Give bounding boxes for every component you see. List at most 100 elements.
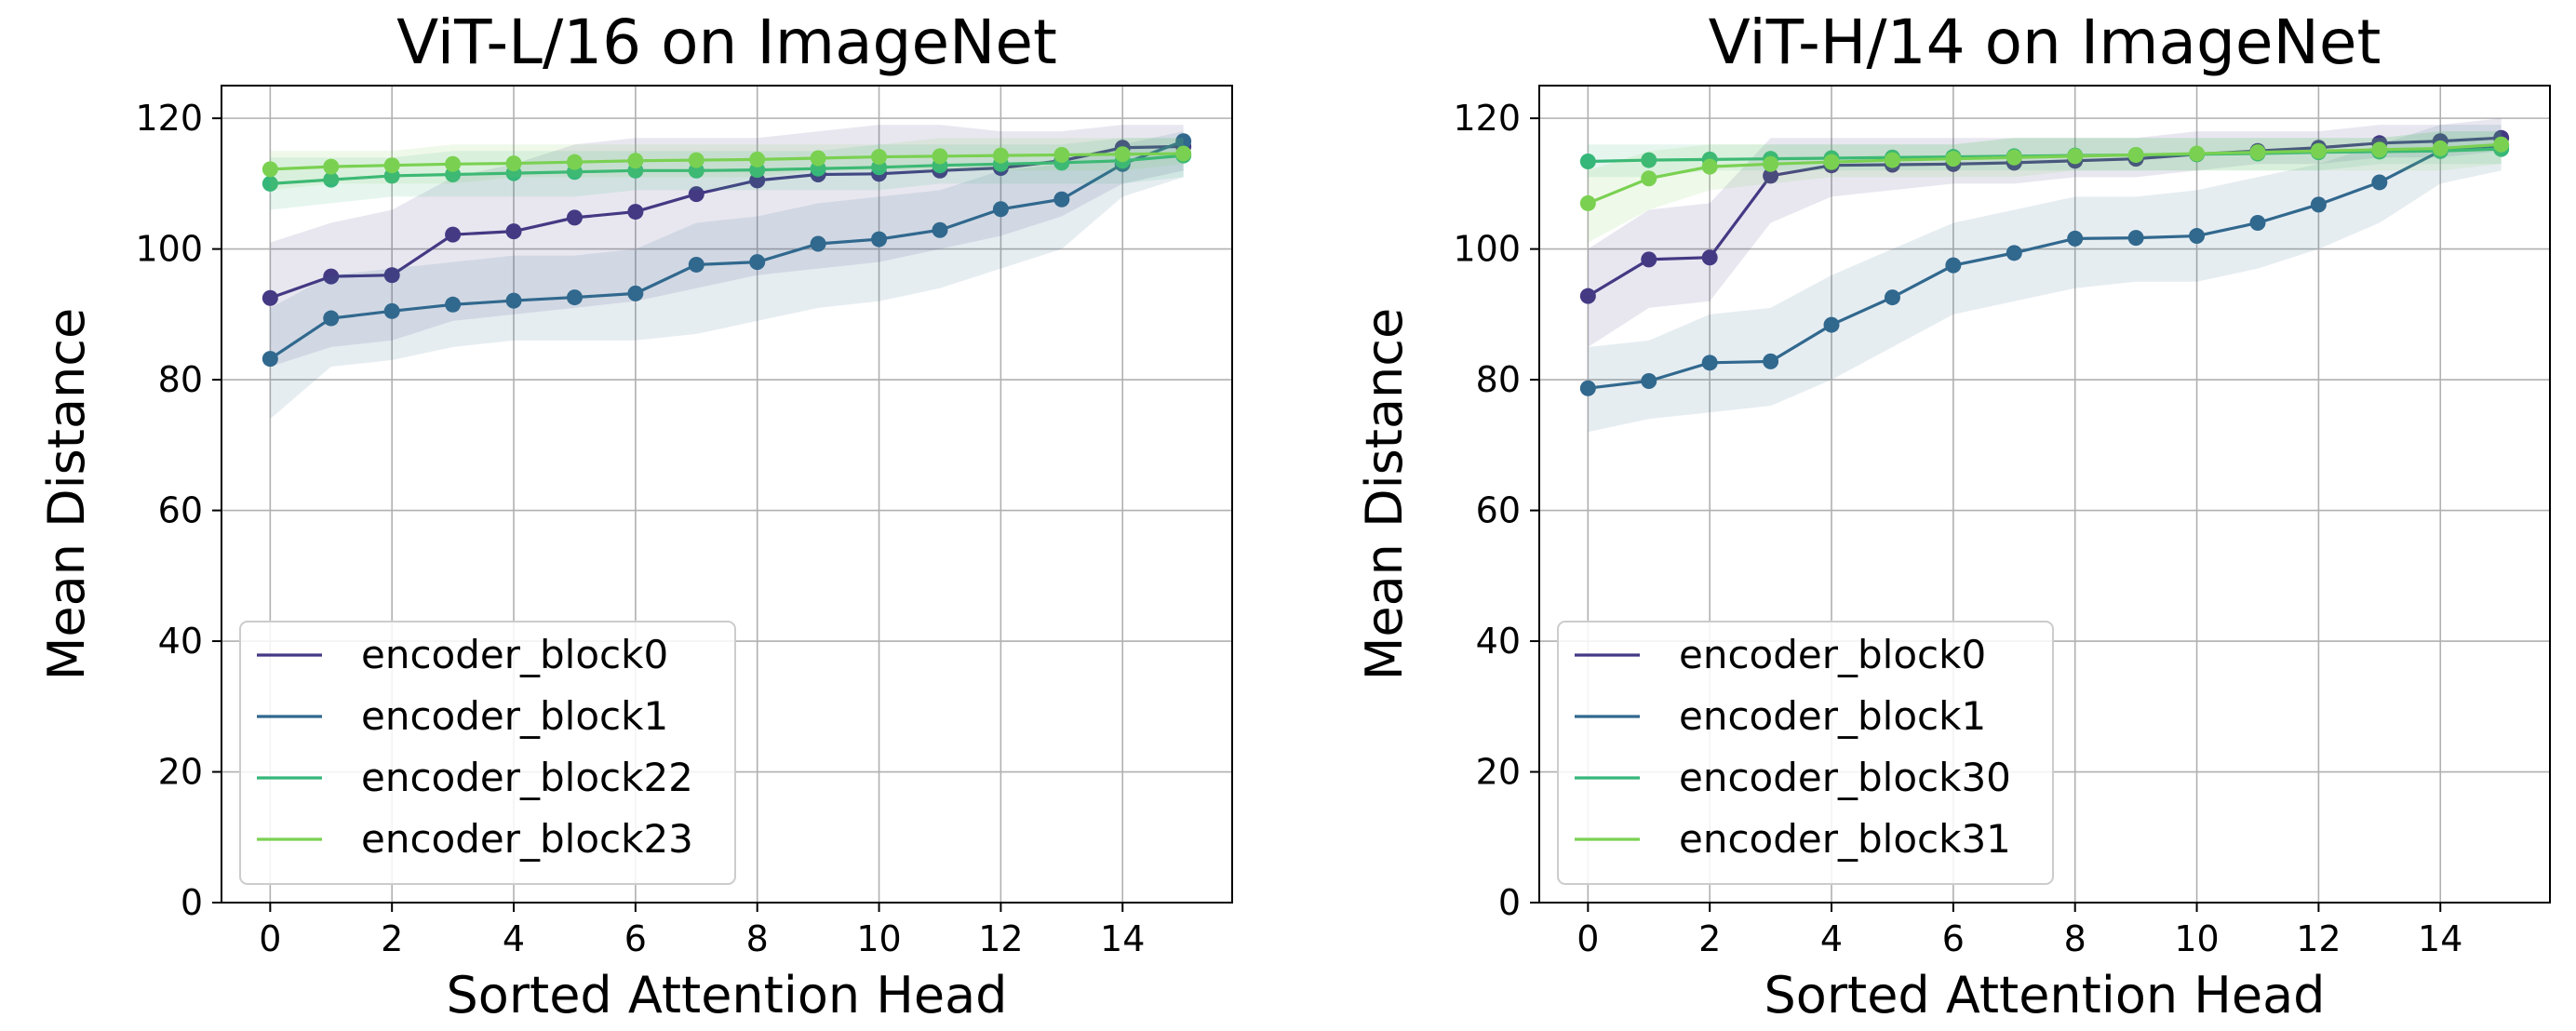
data-point <box>749 151 766 167</box>
data-point <box>1763 155 1779 172</box>
data-point <box>445 296 462 313</box>
x-tick-label: 8 <box>2064 918 2086 959</box>
data-point <box>262 175 278 192</box>
legend-label: encoder_block30 <box>1679 755 2011 800</box>
data-point <box>749 254 766 271</box>
data-point <box>2067 230 2084 247</box>
y-tick-label: 40 <box>158 621 203 662</box>
x-tick-label: 0 <box>259 918 281 959</box>
data-point <box>2006 245 2022 261</box>
std-band <box>1588 131 2502 178</box>
data-point <box>2371 141 2388 158</box>
x-tick-label: 10 <box>2174 918 2219 959</box>
y-tick-label: 0 <box>1498 882 1521 923</box>
data-point <box>1579 153 1596 169</box>
data-point <box>566 154 583 170</box>
data-point <box>871 149 888 166</box>
y-tick-label: 80 <box>1476 359 1521 400</box>
data-point <box>1763 167 1779 184</box>
data-point <box>323 310 340 327</box>
data-point <box>627 204 644 221</box>
data-point <box>262 289 278 306</box>
x-tick-label: 2 <box>381 918 403 959</box>
series-encoder_block1 <box>262 131 1192 420</box>
legend-label: encoder_block0 <box>361 632 668 677</box>
y-axis-label: Mean Distance <box>37 308 96 680</box>
data-point <box>871 231 888 248</box>
data-point <box>932 148 948 165</box>
data-point <box>1701 249 1718 266</box>
data-point <box>1175 145 1192 162</box>
data-point <box>1053 146 1070 163</box>
x-tick-label: 4 <box>503 918 525 959</box>
data-point <box>2067 148 2084 165</box>
data-point <box>810 150 826 167</box>
data-point <box>2493 136 2510 153</box>
data-point <box>688 256 704 273</box>
data-point <box>1701 355 1718 371</box>
x-tick-label: 2 <box>1698 918 1721 959</box>
data-point <box>505 292 522 309</box>
x-tick-label: 6 <box>1942 918 1965 959</box>
y-axis-label: Mean Distance <box>1355 308 1414 680</box>
y-tick-label: 0 <box>181 882 203 923</box>
data-point <box>1579 194 1596 211</box>
legend: encoder_block0 encoder_block1 encoder_bloc… <box>239 621 736 885</box>
data-point <box>445 155 462 172</box>
data-point <box>383 302 400 319</box>
chart-title: ViT-H/14 on ImageNet <box>1709 7 2381 78</box>
data-point <box>2189 145 2206 162</box>
data-point <box>262 351 278 368</box>
data-point <box>688 152 704 168</box>
data-point <box>323 171 340 188</box>
y-tick-label: 100 <box>135 229 203 270</box>
chart-vit-l16: 0 2 4 6 8 10 12 14 0 20 40 60 80 100 120 ViT-L/16 on Im… <box>37 7 1233 1024</box>
data-point <box>1884 152 1900 168</box>
data-point <box>627 153 644 169</box>
x-tick-label: 10 <box>856 918 901 959</box>
data-point <box>1884 289 1900 306</box>
data-point <box>1945 151 1962 167</box>
chart-vit-h14: 0 2 4 6 8 10 12 14 0 20 40 60 80 100 120 ViT-H/14 on Im… <box>1355 7 2551 1024</box>
data-point <box>1579 288 1596 304</box>
series-line <box>1587 136 2502 298</box>
std-band <box>270 125 1184 368</box>
data-point <box>505 223 522 240</box>
data-point <box>505 155 522 172</box>
data-point <box>2127 146 2144 163</box>
legend-label: encoder_block31 <box>1679 816 2011 862</box>
x-tick-label: 8 <box>746 918 769 959</box>
data-point <box>932 221 948 238</box>
std-band <box>1588 131 2502 243</box>
x-axis-label: Sorted Attention Head <box>447 966 1008 1024</box>
y-tick-label: 80 <box>158 359 203 400</box>
chart-title: ViT-L/16 on ImageNet <box>396 7 1057 78</box>
data-point <box>1579 380 1596 396</box>
std-band <box>1588 125 2502 433</box>
x-tick-label: 4 <box>1820 918 1843 959</box>
x-tick-label: 0 <box>1576 918 1599 959</box>
legend-box <box>1557 621 2054 885</box>
plot-frame <box>1538 85 2551 904</box>
y-tick-label: 120 <box>135 98 203 139</box>
legend-label: encoder_block1 <box>1679 693 1986 739</box>
legend-label: encoder_block23 <box>361 816 693 862</box>
data-point <box>688 186 704 203</box>
x-tick-label: 6 <box>624 918 647 959</box>
y-tick-label: 40 <box>1476 621 1521 662</box>
data-point <box>1945 257 1962 274</box>
legend: encoder_block0 encoder_block1 encoder_bloc… <box>1557 621 2054 885</box>
data-point <box>1823 154 1840 170</box>
data-point <box>1641 372 1657 389</box>
x-tick-label: 14 <box>1100 918 1145 959</box>
data-point <box>323 158 340 175</box>
series-line <box>270 154 1184 185</box>
data-point <box>1175 133 1192 150</box>
x-tick-label: 12 <box>2296 918 2341 959</box>
data-point <box>810 235 826 252</box>
data-point <box>2310 196 2327 213</box>
data-point <box>383 267 400 284</box>
data-point <box>2371 174 2388 191</box>
std-band <box>1588 118 2502 347</box>
